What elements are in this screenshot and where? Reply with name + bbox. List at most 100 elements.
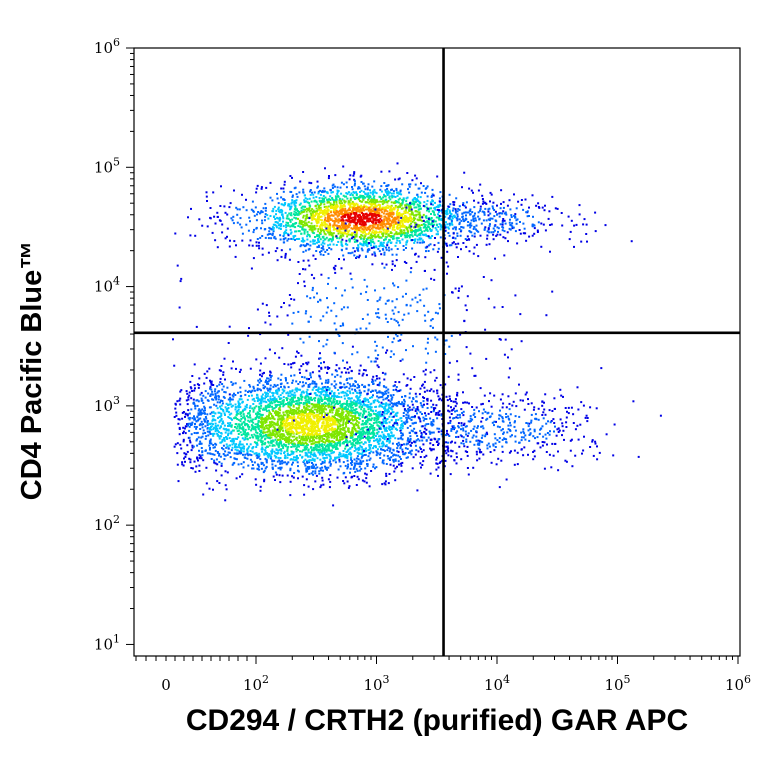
event-dot (429, 243, 432, 246)
event-dot (335, 203, 338, 206)
event-dot (422, 396, 424, 399)
event-dot (281, 459, 284, 462)
event-dot (463, 204, 466, 207)
event-dot (374, 191, 377, 194)
event-dot (277, 446, 280, 449)
event-dot (346, 368, 349, 371)
event-dot (295, 238, 298, 240)
event-dot (350, 369, 353, 372)
event-dot (239, 386, 242, 389)
event-dot (357, 244, 360, 247)
event-dot (381, 262, 384, 265)
event-dot (395, 231, 398, 234)
event-dot (462, 202, 465, 205)
event-dot (482, 200, 485, 203)
event-dot (375, 419, 378, 422)
event-dot (276, 452, 279, 455)
event-dot (362, 454, 365, 457)
event-dot (328, 453, 331, 456)
event-dot (414, 238, 417, 241)
event-dot (391, 396, 394, 399)
event-dot (220, 404, 223, 407)
event-dot (283, 183, 286, 186)
event-dot (209, 441, 212, 443)
event-dot (406, 426, 409, 429)
event-dot (176, 264, 179, 267)
event-dot (190, 449, 193, 452)
event-dot (181, 411, 184, 414)
event-dot (360, 456, 363, 459)
event-dot (384, 209, 387, 212)
event-dot (267, 217, 270, 220)
event-dot (423, 230, 426, 233)
event-dot (377, 234, 380, 236)
event-dot (259, 378, 261, 381)
event-dot (381, 243, 384, 246)
event-dot (248, 390, 251, 393)
event-dot (327, 212, 330, 215)
event-dot (219, 435, 222, 438)
event-dot (312, 473, 314, 476)
event-dot (219, 381, 222, 384)
event-dot (386, 217, 389, 220)
event-dot (409, 183, 412, 186)
event-dot (349, 447, 352, 450)
event-dot (282, 190, 285, 193)
event-dot (300, 209, 303, 212)
event-dot (237, 402, 240, 404)
event-dot (408, 205, 410, 208)
event-dot (374, 219, 377, 222)
event-dot (404, 212, 407, 215)
event-dot (355, 192, 358, 195)
event-dot (334, 195, 337, 198)
event-dot (385, 226, 388, 229)
event-dot (331, 187, 334, 189)
event-dot (306, 388, 309, 391)
event-dot (294, 456, 297, 459)
event-dot (333, 226, 335, 229)
event-dot (296, 388, 299, 391)
event-dot (183, 427, 186, 430)
event-dot (427, 223, 430, 225)
event-dot (296, 210, 299, 212)
event-dot (419, 241, 422, 244)
event-dot (208, 428, 211, 431)
event-dot (269, 395, 272, 398)
event-dot (359, 200, 361, 202)
event-dot (490, 193, 493, 196)
event-dot (286, 214, 289, 217)
event-dot (287, 238, 290, 240)
event-dot (429, 472, 432, 475)
event-dot (463, 445, 466, 448)
event-dot (388, 227, 391, 229)
event-dot (353, 399, 356, 402)
event-dot (364, 453, 367, 456)
event-dot (308, 210, 311, 213)
event-dot (337, 190, 340, 192)
event-dot (411, 179, 414, 182)
event-dot (202, 493, 205, 496)
event-dot (246, 398, 249, 401)
event-dot (386, 184, 389, 187)
event-dot (341, 198, 344, 201)
event-dot (342, 213, 345, 216)
event-dot (271, 463, 274, 466)
event-dot (372, 465, 375, 468)
event-dot (320, 243, 323, 246)
event-dot (417, 229, 420, 232)
event-dot (395, 454, 398, 457)
event-dot (253, 461, 256, 464)
event-dot (303, 245, 306, 248)
event-dot (351, 188, 354, 191)
event-dot (342, 391, 345, 394)
event-dot (386, 220, 389, 223)
event-dot (264, 209, 267, 212)
event-dot (259, 485, 262, 488)
event-dot (241, 446, 244, 449)
event-dot (360, 461, 363, 464)
event-dot (267, 237, 270, 240)
event-dot (220, 399, 222, 402)
event-dot (307, 384, 310, 386)
event-dot (364, 226, 367, 229)
event-dot (239, 368, 242, 371)
